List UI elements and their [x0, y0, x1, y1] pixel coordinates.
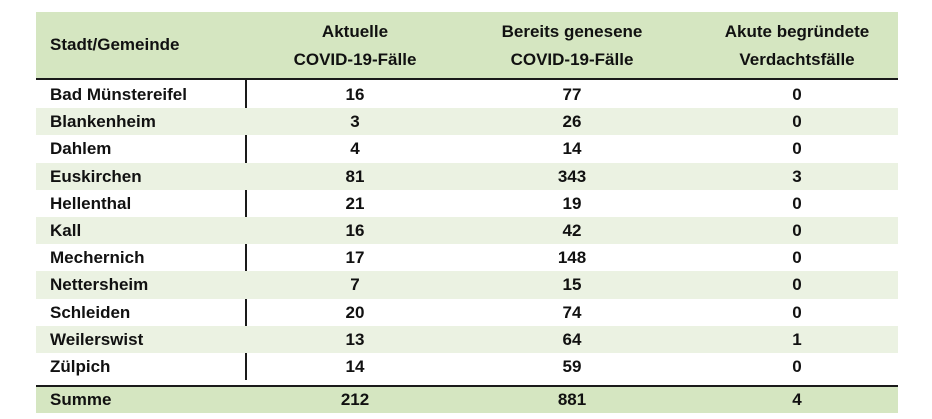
count-cell: 26	[562, 112, 582, 132]
city-name: Schleiden	[50, 302, 131, 322]
count-cell: 0	[792, 302, 802, 322]
count-cell: 0	[792, 139, 802, 159]
total-cell: 4	[792, 390, 802, 409]
count-cell: 77	[562, 85, 582, 104]
count-cell: 74	[562, 302, 582, 322]
header-cell: Akute begründete	[724, 22, 870, 41]
row-stripe	[36, 217, 898, 245]
count-cell: 148	[557, 248, 587, 268]
count-cell: 64	[562, 329, 582, 349]
header-background	[36, 12, 898, 78]
count-cell: 0	[792, 221, 802, 240]
count-cell: 13	[345, 329, 365, 349]
count-cell: 0	[792, 112, 802, 132]
header-cell: Aktuelle	[321, 22, 389, 41]
header-cell: Verdachtsfälle	[739, 50, 855, 69]
count-cell: 81	[345, 166, 365, 186]
count-cell: 14	[345, 357, 365, 376]
total-label: Summe	[50, 390, 112, 409]
count-cell: 42	[562, 221, 582, 240]
total-cell: 881	[557, 390, 587, 409]
city-name: Dahlem	[50, 139, 112, 159]
city-name: Blankenheim	[50, 112, 156, 132]
count-cell: 21	[345, 193, 365, 213]
count-cell: 16	[345, 221, 365, 240]
count-cell: 16	[345, 85, 365, 104]
count-cell: 4	[350, 139, 360, 159]
count-cell: 1	[792, 329, 802, 349]
city-name: Zülpich	[50, 357, 111, 376]
header-cell: Bereits genesene	[501, 22, 643, 41]
city-name: Kall	[50, 221, 82, 240]
header-rule	[36, 78, 898, 80]
count-cell: 7	[350, 275, 360, 295]
count-cell: 0	[792, 248, 802, 268]
city-name: Hellenthal	[50, 193, 132, 213]
header-cell: COVID-19-Fälle	[293, 50, 417, 69]
count-cell: 20	[345, 302, 365, 322]
count-cell: 15	[562, 275, 582, 295]
header-cell: COVID-19-Fälle	[510, 50, 634, 69]
row-stripe	[36, 108, 898, 136]
count-cell: 17	[345, 248, 365, 268]
city-name: Nettersheim	[50, 275, 149, 295]
count-cell: 14	[562, 139, 582, 159]
count-cell: 0	[792, 193, 802, 213]
header-cell: Stadt/Gemeinde	[50, 35, 180, 54]
count-cell: 3	[792, 166, 802, 186]
row-stripe	[36, 325, 898, 353]
city-name: Euskirchen	[50, 166, 142, 186]
total-rule	[36, 385, 898, 387]
total-cell: 212	[340, 390, 370, 409]
row-stripe	[36, 162, 898, 190]
count-cell: 0	[792, 85, 802, 104]
count-cell: 0	[792, 357, 802, 376]
city-name: Mechernich	[50, 248, 145, 268]
count-cell: 19	[562, 193, 582, 213]
city-name: Weilerswist	[50, 329, 144, 349]
count-cell: 343	[557, 166, 587, 186]
total-background	[36, 387, 898, 413]
count-cell: 0	[792, 275, 802, 295]
row-stripe	[36, 271, 898, 299]
count-cell: 59	[562, 357, 582, 376]
count-cell: 3	[350, 112, 360, 132]
city-name: Bad Münstereifel	[50, 85, 187, 104]
